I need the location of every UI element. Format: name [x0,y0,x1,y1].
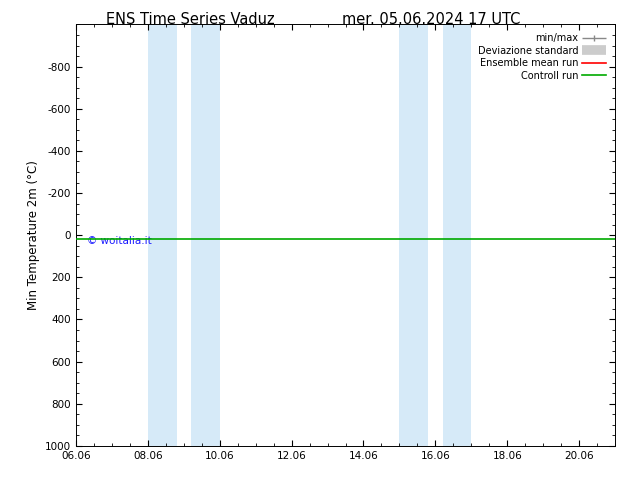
Bar [148,24,177,446]
Y-axis label: Min Temperature 2m (°C): Min Temperature 2m (°C) [27,160,39,310]
Text: mer. 05.06.2024 17 UTC: mer. 05.06.2024 17 UTC [342,12,521,27]
Bar [443,24,471,446]
Bar [191,24,220,446]
Text: © woitalia.it: © woitalia.it [87,237,152,246]
Text: ENS Time Series Vaduz: ENS Time Series Vaduz [106,12,275,27]
Bar [399,24,428,446]
Legend: min/max, Deviazione standard, Ensemble mean run, Controll run: min/max, Deviazione standard, Ensemble m… [474,29,610,84]
